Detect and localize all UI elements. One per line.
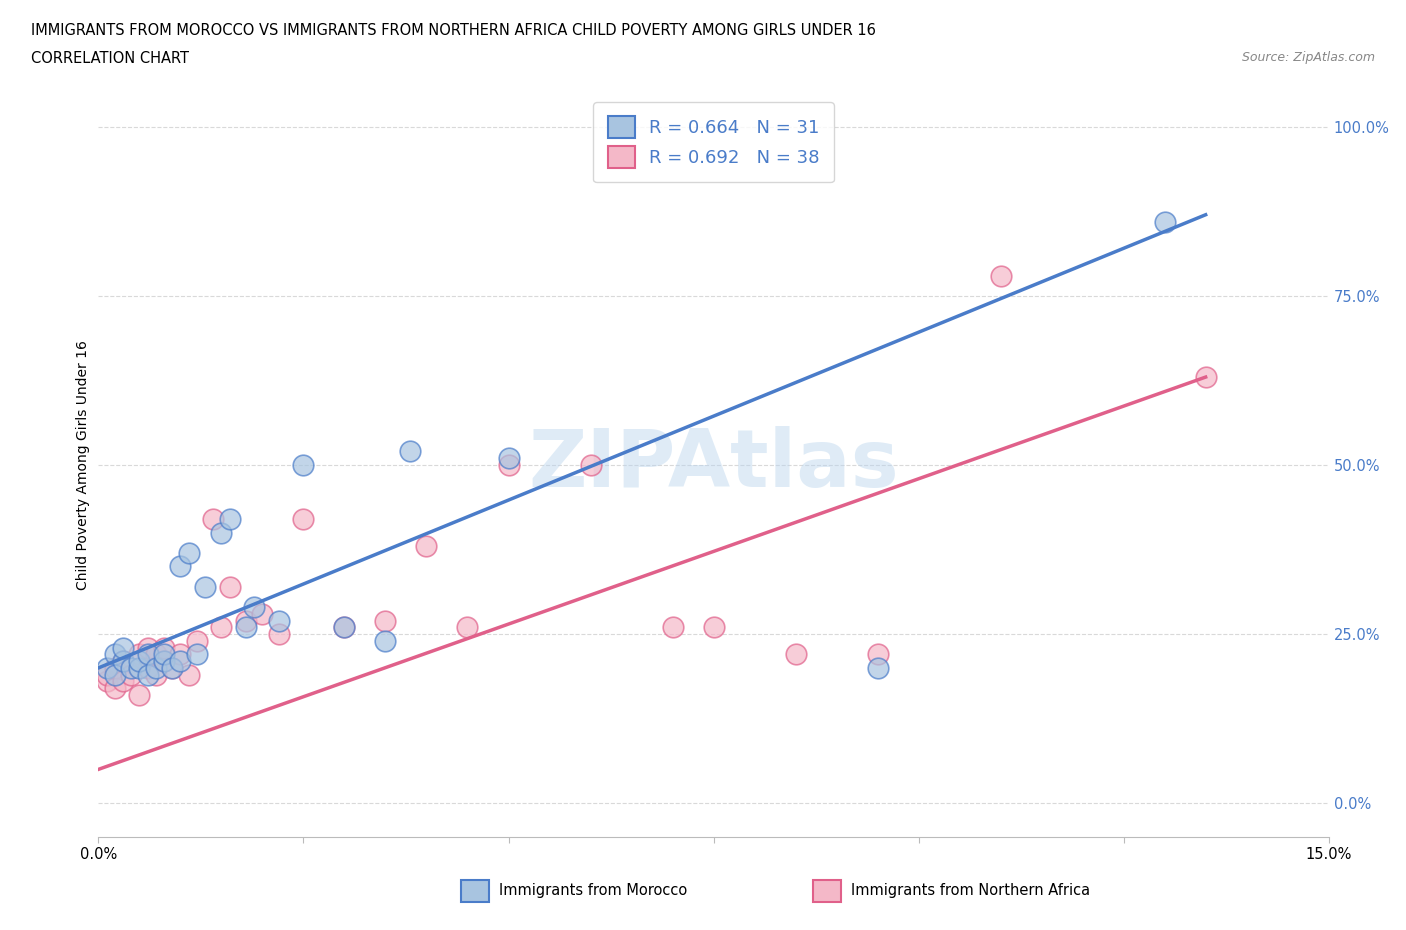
Point (128, 647, 150, 662)
Point (498, 458, 520, 472)
Point (153, 654, 176, 669)
Point (235, 620, 257, 635)
Point (128, 687, 150, 702)
Point (292, 512, 315, 526)
Point (235, 613, 257, 628)
Point (194, 579, 217, 594)
Point (374, 633, 396, 648)
Point (112, 640, 135, 655)
Text: Source: ZipAtlas.com: Source: ZipAtlas.com (1241, 51, 1375, 64)
Point (866, 660, 889, 675)
Point (96, 667, 118, 682)
Text: CORRELATION CHART: CORRELATION CHART (31, 51, 188, 66)
Point (333, 620, 356, 635)
Point (457, 620, 479, 635)
Point (218, 579, 240, 594)
Point (128, 660, 150, 675)
Point (169, 654, 191, 669)
Point (866, 647, 889, 662)
Point (211, 620, 233, 635)
Point (1153, 214, 1175, 229)
Point (112, 654, 135, 669)
Text: Immigrants from Morocco: Immigrants from Morocco (499, 884, 688, 898)
Text: ZIPAtlas: ZIPAtlas (529, 426, 898, 504)
Point (112, 674, 135, 689)
Point (177, 667, 200, 682)
Point (136, 667, 159, 682)
Point (703, 620, 725, 635)
Point (202, 512, 225, 526)
Point (785, 647, 807, 662)
Point (153, 640, 176, 655)
Point (120, 660, 142, 675)
Point (153, 654, 176, 669)
Point (136, 640, 159, 655)
Point (1195, 369, 1218, 384)
Point (96, 674, 118, 689)
Point (112, 654, 135, 669)
Point (661, 620, 683, 635)
Point (415, 538, 437, 553)
Point (104, 647, 127, 662)
Point (374, 613, 396, 628)
Point (128, 654, 150, 669)
Point (399, 444, 422, 458)
Point (104, 681, 127, 696)
Point (96, 660, 118, 675)
Point (169, 559, 191, 574)
Point (218, 512, 240, 526)
Y-axis label: Child Poverty Among Girls Under 16: Child Poverty Among Girls Under 16 (76, 340, 90, 590)
Point (104, 667, 127, 682)
Point (177, 546, 200, 561)
Point (292, 458, 315, 472)
Point (498, 451, 520, 466)
Point (333, 620, 356, 635)
Point (145, 660, 167, 675)
Point (267, 613, 290, 628)
Text: Immigrants from Northern Africa: Immigrants from Northern Africa (851, 884, 1090, 898)
Point (162, 660, 183, 675)
Point (136, 647, 159, 662)
Point (211, 525, 233, 540)
Point (579, 458, 602, 472)
Point (243, 600, 266, 615)
Point (186, 647, 208, 662)
Point (186, 633, 208, 648)
Point (267, 627, 290, 642)
Point (104, 660, 127, 675)
Point (145, 647, 167, 662)
Point (169, 647, 191, 662)
Point (145, 667, 167, 682)
Point (252, 606, 274, 621)
Point (990, 268, 1012, 283)
Point (153, 647, 176, 662)
Point (162, 660, 183, 675)
Text: IMMIGRANTS FROM MOROCCO VS IMMIGRANTS FROM NORTHERN AFRICA CHILD POVERTY AMONG G: IMMIGRANTS FROM MOROCCO VS IMMIGRANTS FR… (31, 23, 876, 38)
Legend: R = 0.664   N = 31, R = 0.692   N = 38: R = 0.664 N = 31, R = 0.692 N = 38 (593, 102, 834, 182)
Point (136, 660, 159, 675)
Point (120, 667, 142, 682)
